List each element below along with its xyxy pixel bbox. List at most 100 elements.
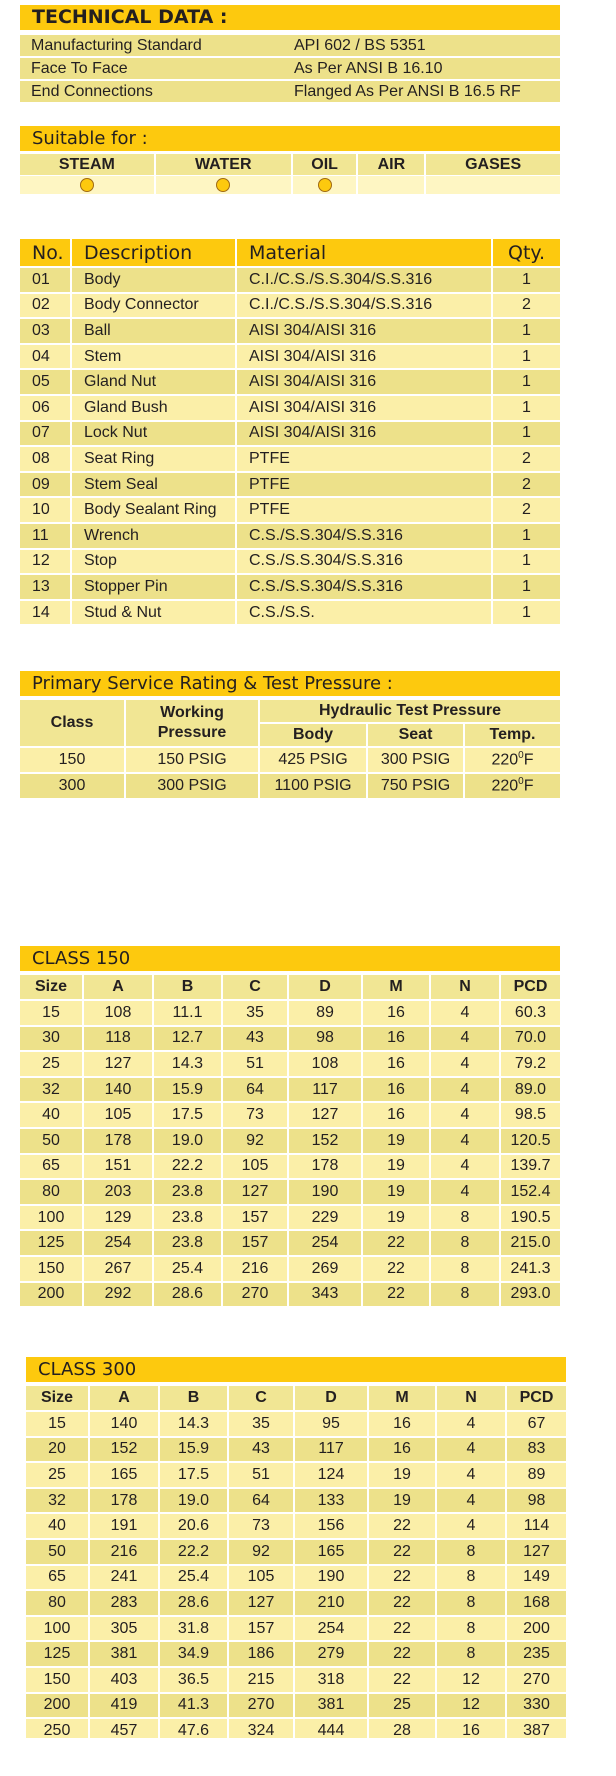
class150-cell-b: 25.4 <box>154 1256 221 1281</box>
class150-cell-n: 4 <box>431 1103 499 1127</box>
class300-cell-pcd: 235 <box>507 1642 566 1666</box>
class300-cell-c: 270 <box>229 1693 293 1718</box>
class300-cell-a: 419 <box>90 1693 158 1718</box>
part-description: Stem Seal <box>72 472 235 497</box>
class150-cell-m: 22 <box>363 1231 429 1255</box>
part-material: AISI 304/AISI 316 <box>237 344 491 369</box>
media-steam: STEAM <box>20 154 154 175</box>
class300-cell-n: 8 <box>437 1539 505 1564</box>
class150-header-b: B <box>154 975 221 999</box>
class150-cell-a: 129 <box>84 1205 152 1230</box>
media-water: WATER <box>155 154 291 175</box>
class150-header-a: A <box>84 975 152 999</box>
class300-cell-c: 43 <box>229 1437 293 1462</box>
class150-cell-size: 150 <box>20 1256 82 1281</box>
technical-row: Manufacturing Standard API 602 / BS 5351 <box>20 35 560 56</box>
class300-cell-size: 25 <box>26 1463 88 1487</box>
class300-cell-pcd: 330 <box>507 1693 566 1718</box>
class150-cell-d: 269 <box>289 1256 361 1281</box>
class300-cell-d: 117 <box>295 1437 367 1462</box>
class150-cell-m: 16 <box>363 1026 429 1051</box>
class300-cell-size: 200 <box>26 1693 88 1718</box>
part-no: 01 <box>20 268 70 292</box>
class150-row: 25 127 14.3 51 108 16 4 79.2 <box>20 1052 560 1076</box>
class150-cell-n: 4 <box>431 1077 499 1102</box>
class300-header-m: M <box>369 1386 435 1410</box>
class300-cell-pcd: 270 <box>507 1667 566 1692</box>
class300-cell-n: 4 <box>437 1514 505 1538</box>
class300-cell-m: 25 <box>369 1693 435 1718</box>
class-header: Class <box>20 700 124 746</box>
working-pressure-header: Working Pressure <box>126 700 258 746</box>
class300-cell-d: 444 <box>295 1719 367 1738</box>
class300-cell-b: 25.4 <box>160 1565 227 1590</box>
class300-cell-a: 178 <box>90 1488 158 1513</box>
parts-table: No. Description Material Qty. 01 Body C.I./C.… <box>18 237 562 626</box>
class150-cell-m: 16 <box>363 1001 429 1025</box>
media-oil: OIL <box>292 154 357 175</box>
class300-cell-a: 191 <box>90 1514 158 1538</box>
technical-row: End Connections Flanged As Per ANSI B 16.… <box>20 81 560 102</box>
class150-cell-c: 157 <box>223 1205 287 1230</box>
class150-cell-size: 200 <box>20 1282 82 1307</box>
class150-cell-c: 92 <box>223 1128 287 1153</box>
parts-row: 04 Stem AISI 304/AISI 316 1 <box>20 344 560 369</box>
seat-header: Seat <box>368 724 463 746</box>
class150-cell-m: 19 <box>363 1154 429 1179</box>
class300-cell-n: 4 <box>437 1463 505 1487</box>
part-description: Body Sealant Ring <box>72 498 235 522</box>
part-qty: 1 <box>493 421 560 446</box>
class300-cell-m: 16 <box>369 1412 435 1436</box>
class300-cell-a: 165 <box>90 1463 158 1487</box>
class300-cell-pcd: 168 <box>507 1591 566 1615</box>
class300-cell-n: 8 <box>437 1616 505 1641</box>
class300-cell-d: 381 <box>295 1693 367 1718</box>
part-material: C.S./S.S.304/S.S.316 <box>237 575 491 599</box>
class300-cell-b: 20.6 <box>160 1514 227 1538</box>
parts-row: 02 Body Connector C.I./C.S./S.S.304/S.S.31… <box>20 293 560 318</box>
technical-data-section: TECHNICAL DATA : Manufacturing Standard A… <box>20 5 560 104</box>
class150-row: 125 254 23.8 157 254 22 8 215.0 <box>20 1231 560 1255</box>
class300-row: 65 241 25.4 105 190 22 8 149 <box>26 1565 566 1590</box>
class300-row: 25 165 17.5 51 124 19 4 89 <box>26 1463 566 1487</box>
part-no: 07 <box>20 421 70 446</box>
class150-table: Size A B C D M N PCD 15 108 11.1 35 89 16 4 60.3 30 118 1… <box>18 973 562 1308</box>
class300-cell-m: 22 <box>369 1565 435 1590</box>
class150-cell-pcd: 89.0 <box>501 1077 560 1102</box>
class300-cell-b: 28.6 <box>160 1591 227 1615</box>
class150-cell-c: 64 <box>223 1077 287 1102</box>
class150-cell-pcd: 293.0 <box>501 1282 560 1307</box>
class150-cell-c: 35 <box>223 1001 287 1025</box>
class150-cell-size: 40 <box>20 1103 82 1127</box>
media-mark-cell <box>292 176 357 194</box>
parts-row: 14 Stud & Nut C.S./S.S. 1 <box>20 600 560 625</box>
class300-cell-m: 22 <box>369 1667 435 1692</box>
class150-cell-b: 23.8 <box>154 1231 221 1255</box>
class300-cell-b: 15.9 <box>160 1437 227 1462</box>
class150-cell-b: 19.0 <box>154 1128 221 1153</box>
class300-cell-c: 215 <box>229 1667 293 1692</box>
class300-cell-size: 32 <box>26 1488 88 1513</box>
class150-header-d: D <box>289 975 361 999</box>
parts-header-2: Material <box>237 239 491 266</box>
class150-cell-a: 127 <box>84 1052 152 1076</box>
class300-cell-b: 36.5 <box>160 1667 227 1692</box>
class150-cell-b: 28.6 <box>154 1282 221 1307</box>
class300-row: 100 305 31.8 157 254 22 8 200 <box>26 1616 566 1641</box>
part-description: Stem <box>72 344 235 369</box>
class150-cell-size: 32 <box>20 1077 82 1102</box>
class300-header-pcd: PCD <box>507 1386 566 1410</box>
class300-cell-d: 190 <box>295 1565 367 1590</box>
part-qty: 1 <box>493 575 560 599</box>
part-no: 09 <box>20 472 70 497</box>
parts-row: 03 Ball AISI 304/AISI 316 1 <box>20 319 560 343</box>
class300-cell-a: 216 <box>90 1539 158 1564</box>
class150-cell-d: 343 <box>289 1282 361 1307</box>
media-mark-cell <box>20 176 154 194</box>
service-body: 425 PSIG <box>260 748 366 772</box>
part-description: Stopper Pin <box>72 575 235 599</box>
class300-cell-n: 12 <box>437 1693 505 1718</box>
class150-cell-a: 267 <box>84 1256 152 1281</box>
class150-cell-a: 203 <box>84 1180 152 1204</box>
service-rating-title: Primary Service Rating & Test Pressure : <box>20 671 560 696</box>
